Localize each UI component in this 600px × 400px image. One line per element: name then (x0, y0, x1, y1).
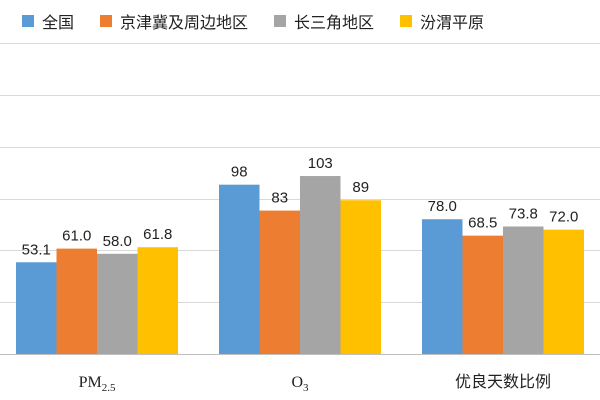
data-label: 61.8 (143, 226, 172, 243)
legend-swatch-yangtze-delta (274, 15, 287, 27)
bar (56, 248, 97, 354)
bar (340, 200, 381, 354)
legend-item-jingjinji: 京津冀及周边地区 (100, 9, 248, 33)
bar (97, 253, 138, 354)
legend-label-fenwei-plain: 汾渭平原 (420, 13, 485, 32)
bar (259, 210, 300, 354)
bar (543, 229, 584, 354)
data-label: 61.0 (62, 228, 91, 245)
data-label: 72.0 (549, 209, 578, 226)
legend-item-national: 全国 (22, 9, 74, 33)
category-label: O3 (291, 374, 309, 394)
bar (219, 184, 260, 354)
category-label: PM2.5 (79, 374, 116, 394)
legend-item-fenwei-plain: 汾渭平原 (400, 9, 484, 33)
legend-label-national: 全国 (42, 13, 75, 32)
legend-swatch-fenwei-plain (400, 15, 413, 27)
data-label: 83 (271, 190, 288, 207)
data-label: 89 (352, 179, 369, 196)
data-label: 68.5 (468, 215, 497, 232)
legend-label-yangtze-delta: 长三角地区 (294, 13, 375, 32)
data-label: 58.0 (103, 233, 132, 250)
category-label: 优良天数比例 (455, 372, 551, 391)
data-label: 73.8 (509, 205, 538, 222)
bar (16, 262, 57, 354)
legend-label-jingjinji: 京津冀及周边地区 (120, 13, 249, 32)
legend: 全国 京津冀及周边地区 长三角地区 汾渭平原 (0, 9, 600, 33)
legend-swatch-national (22, 15, 34, 27)
bar (300, 176, 341, 354)
data-label: 98 (231, 164, 248, 181)
bar (422, 219, 463, 354)
legend-swatch-jingjinji (100, 15, 113, 27)
data-label: 53.1 (22, 241, 51, 258)
legend-item-yangtze-delta: 长三角地区 (274, 9, 374, 33)
bar (503, 226, 544, 354)
data-label: 103 (308, 155, 333, 172)
data-label: 78.0 (428, 198, 457, 215)
bar (462, 235, 503, 354)
bar (137, 247, 178, 354)
